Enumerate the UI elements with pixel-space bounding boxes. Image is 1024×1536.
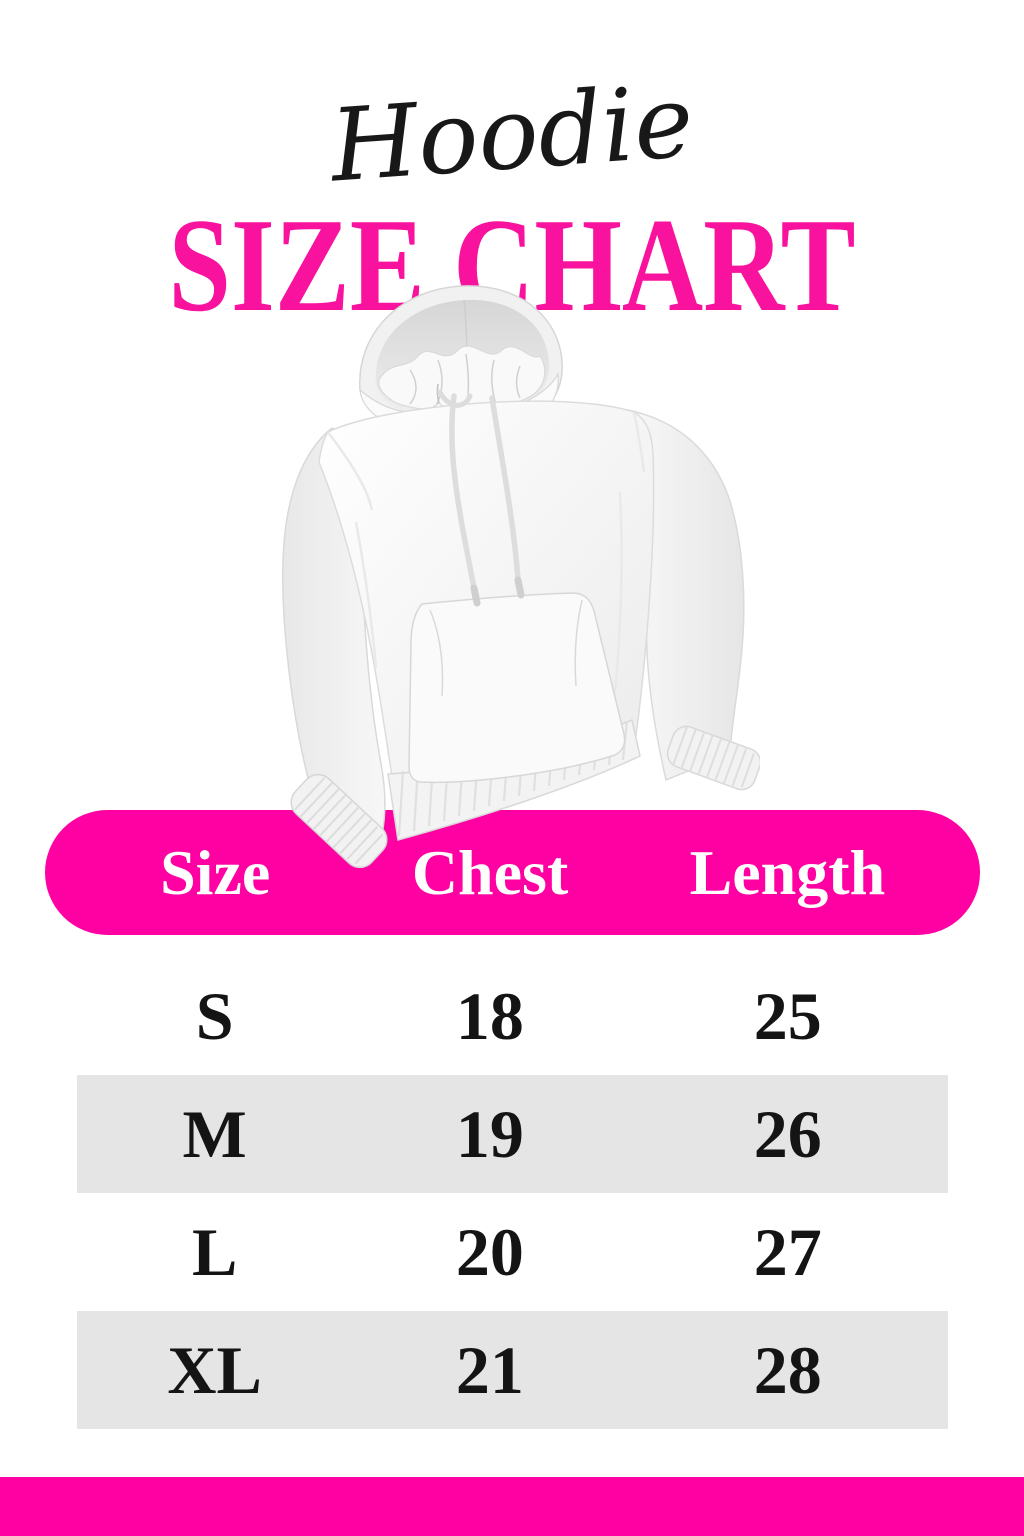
bottom-accent-bar: [0, 1477, 1024, 1536]
cell-size: M: [182, 1096, 247, 1172]
table-row: S 18 25: [77, 957, 948, 1075]
cell-chest: 18: [455, 978, 524, 1054]
cell-size: S: [195, 978, 234, 1054]
cell-chest: 21: [455, 1332, 524, 1408]
cell-size: XL: [167, 1332, 262, 1408]
size-table-header-bar: Size Chest Length: [45, 810, 980, 935]
cell-length: 27: [753, 1214, 822, 1290]
cell-chest: 20: [455, 1214, 524, 1290]
size-table-body: S 18 25 M 19 26 L 20 27 XL 21 28: [77, 957, 948, 1429]
header-length: Length: [689, 836, 886, 908]
cell-size: L: [191, 1214, 238, 1290]
header-chest: Chest: [411, 836, 569, 908]
table-row: M 19 26: [77, 1075, 948, 1193]
hoodie-pocket: [408, 592, 626, 784]
table-row: XL 21 28: [77, 1311, 948, 1429]
hoodie-image: [282, 285, 760, 869]
hoodie-drawstrings: [437, 389, 525, 607]
table-row: L 20 27: [77, 1193, 948, 1311]
cell-length: 25: [753, 978, 822, 1054]
cell-chest: 19: [455, 1096, 524, 1172]
cell-length: 28: [753, 1332, 822, 1408]
cell-length: 26: [753, 1096, 822, 1172]
header-size: Size: [160, 836, 271, 908]
hoodie-cuff-right: [666, 725, 760, 791]
hoodie-cuff-left: [290, 773, 388, 869]
